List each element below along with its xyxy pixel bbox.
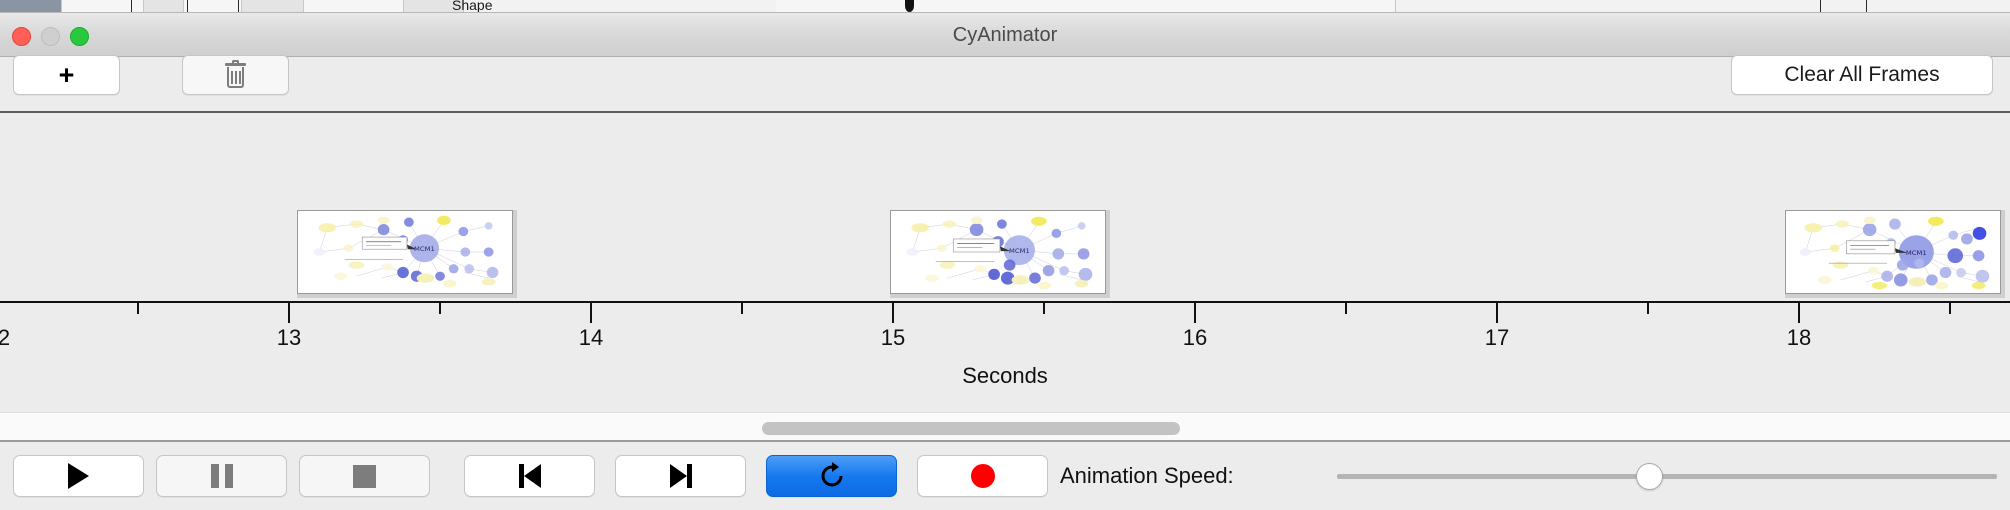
stop-icon <box>353 464 376 488</box>
ruler-tick-label: 15 <box>880 325 906 350</box>
loop-button[interactable] <box>766 455 897 497</box>
ruler-tick-label: 17 <box>1484 325 1510 350</box>
ruler-minor-tick <box>1043 303 1045 314</box>
clear-all-frames-button[interactable]: Clear All Frames <box>1731 55 1993 95</box>
network-graph-preview: MCM1 <box>906 216 1093 290</box>
loop-icon <box>821 462 842 487</box>
skip-to-end-icon <box>669 464 692 488</box>
bg-strip-segment <box>62 0 144 12</box>
skip-to-start-button[interactable] <box>464 455 595 497</box>
clear-all-frames-label: Clear All Frames <box>1784 63 1940 86</box>
bg-strip-segment <box>304 0 404 12</box>
trash-icon <box>225 59 246 88</box>
ruler-tick-label: 2 <box>0 325 11 350</box>
skip-to-start-icon <box>518 464 541 488</box>
timeline-frame-thumbnail[interactable]: MCM1 <box>297 210 517 298</box>
pause-icon <box>210 464 233 488</box>
ruler-major-tick <box>892 303 894 323</box>
bg-strip-segment <box>242 0 304 12</box>
animation-speed-slider[interactable] <box>1337 455 1997 497</box>
bg-strip-segment <box>404 0 464 12</box>
animation-speed-label: Animation Speed: <box>1060 463 1234 488</box>
bg-strip-marker <box>905 0 914 12</box>
window-title: CyAnimator <box>952 24 1058 46</box>
ruler-major-tick <box>1798 303 1800 323</box>
ruler-tick-label: 13 <box>276 325 302 350</box>
ruler-tick-label: 16 <box>1182 325 1208 350</box>
ruler-minor-tick <box>1345 303 1347 314</box>
bg-strip-tick <box>131 0 132 12</box>
frame-preview: MCM1 <box>890 210 1106 294</box>
delete-frame-button[interactable] <box>182 55 289 95</box>
pause-button[interactable] <box>156 455 287 497</box>
background-window-strip: Shape <box>0 0 2010 13</box>
bg-strip-tick <box>238 0 239 12</box>
slider-thumb[interactable] <box>1636 463 1663 490</box>
title-bar: CyAnimator <box>0 13 2010 57</box>
frame-preview: MCM1 <box>297 210 513 294</box>
ruler-minor-tick <box>741 303 743 314</box>
ruler-major-tick <box>288 303 290 323</box>
timeline-frame-thumbnail[interactable]: MCM1 <box>1785 210 2005 298</box>
bg-strip-segment <box>776 0 1396 12</box>
bg-strip-segment <box>184 0 242 12</box>
window-controls <box>12 27 89 46</box>
ruler-minor-tick <box>1647 303 1649 314</box>
network-graph-preview: MCM1 <box>1799 216 1990 290</box>
ruler-major-tick <box>1496 303 1498 323</box>
ruler-axis-line <box>0 301 2010 303</box>
plus-icon: + <box>58 59 75 90</box>
ruler-axis-title: Seconds <box>962 363 1048 388</box>
ruler-tick-label: 18 <box>1786 325 1812 350</box>
bg-strip-tick <box>1866 0 1867 12</box>
ruler-major-tick <box>1194 303 1196 323</box>
frame-toolbar <box>0 57 2010 113</box>
bg-strip-tick <box>1820 0 1821 12</box>
ruler-major-tick <box>590 303 592 323</box>
bg-strip-tick <box>187 0 188 12</box>
ruler-tick-label: 14 <box>578 325 604 350</box>
ruler-minor-tick <box>439 303 441 314</box>
bg-strip-segment <box>144 0 184 12</box>
ruler-minor-tick <box>137 303 139 314</box>
playback-control-bar: Animation Speed: <box>0 444 2010 510</box>
skip-to-end-button[interactable] <box>615 455 746 497</box>
add-frame-button[interactable]: + <box>13 55 120 95</box>
svg-text:MCM1: MCM1 <box>1009 247 1030 255</box>
ruler-minor-tick <box>1949 303 1951 314</box>
network-graph-preview: MCM1 <box>313 215 499 288</box>
timeline-frame-thumbnail[interactable]: MCM1 <box>890 210 1110 298</box>
bg-strip-segment <box>0 0 62 12</box>
close-window-button[interactable] <box>12 27 31 46</box>
scrollbar-thumb[interactable] <box>762 422 1180 435</box>
play-icon <box>68 463 89 489</box>
timeline-horizontal-scrollbar[interactable] <box>0 412 2010 442</box>
play-button[interactable] <box>13 455 144 497</box>
slider-track[interactable] <box>1337 474 1997 479</box>
stop-button[interactable] <box>299 455 430 497</box>
maximize-window-button[interactable] <box>70 27 89 46</box>
svg-text:MCM1: MCM1 <box>414 245 435 253</box>
timeline-panel[interactable]: MCM1 <box>0 115 2010 412</box>
timeline-ruler[interactable]: 2 13 14 15 16 17 18 Seconds <box>0 115 2010 412</box>
bg-window-column-header: Shape <box>452 0 493 13</box>
minimize-window-button[interactable] <box>41 27 60 46</box>
frame-preview: MCM1 <box>1785 210 2001 294</box>
svg-text:MCM1: MCM1 <box>1906 249 1927 257</box>
record-button[interactable] <box>917 455 1048 497</box>
record-icon <box>970 464 995 488</box>
